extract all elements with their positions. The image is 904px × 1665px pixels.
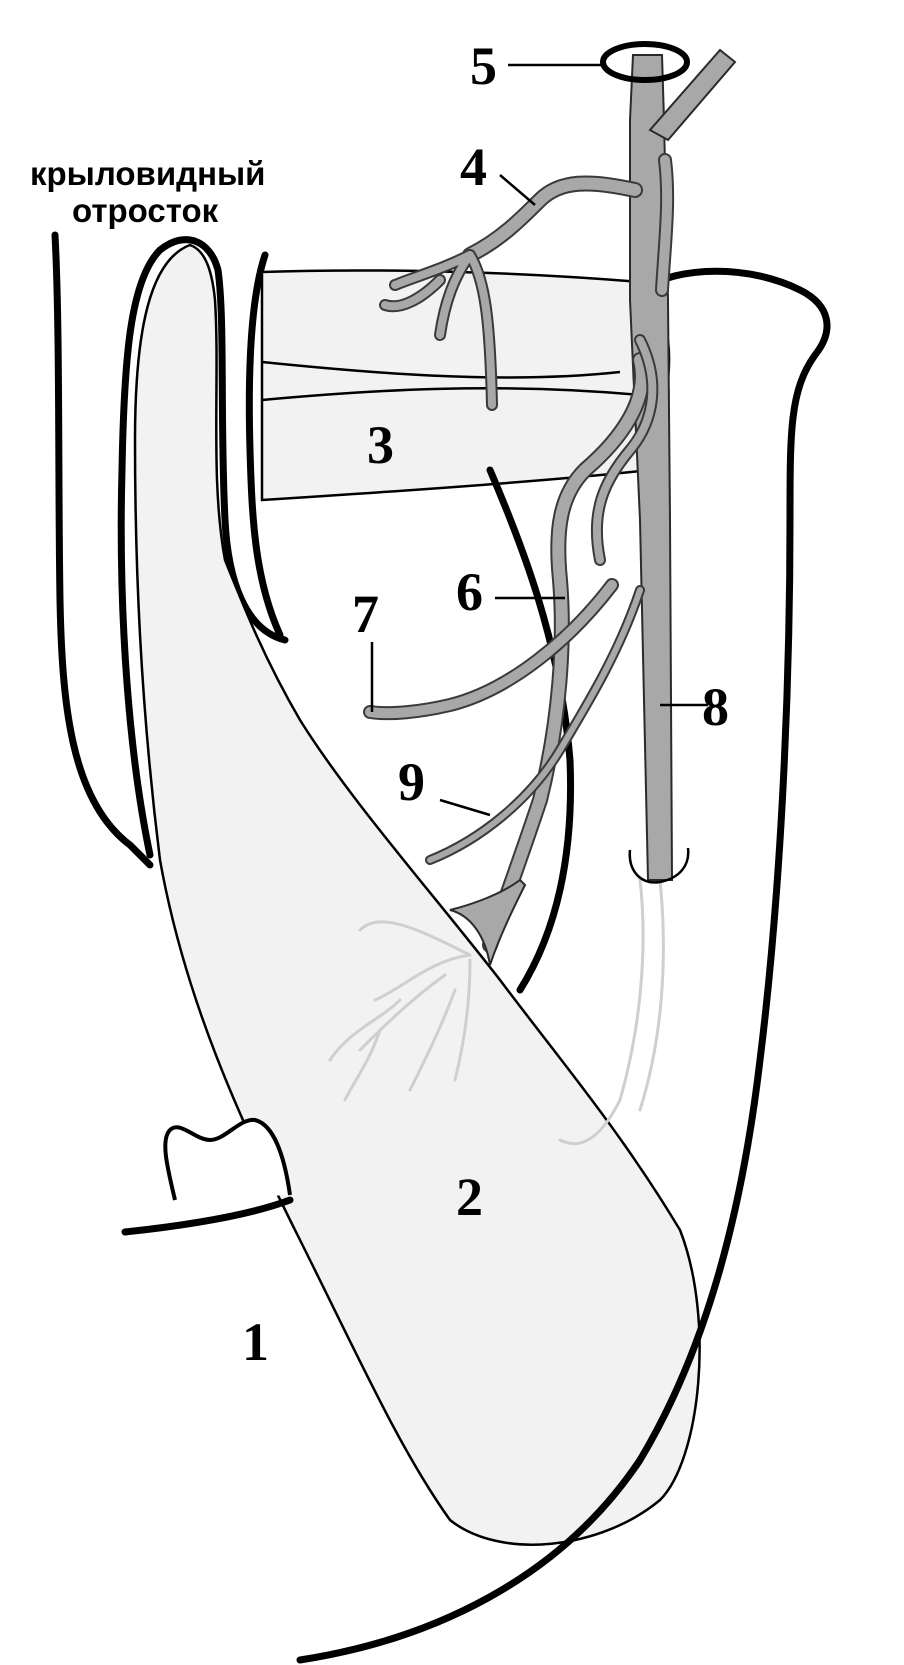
nerve-branch-7-core	[365, 580, 617, 719]
inferior-alveolar-nerve-lower	[558, 878, 645, 1146]
leader-4	[499, 174, 536, 206]
gum-line	[121, 1196, 294, 1236]
pterygoid-inner-plate	[245, 251, 284, 639]
mandible-ramus-outline	[296, 267, 831, 1664]
nerve-branch-4-fork-core	[381, 251, 496, 409]
leader-9	[439, 798, 491, 817]
nerve-end-arrow	[628, 847, 690, 884]
tooth-outline	[163, 1117, 292, 1201]
lateral-pterygoid-division	[261, 360, 621, 379]
nerve-branch-upper-right	[648, 48, 737, 142]
lingual-nerve-spread	[449, 878, 527, 966]
mandible-inner-contour	[486, 466, 575, 994]
lateral-pterygoid-division-2	[261, 387, 641, 402]
nerve-branch-4-stem-core	[464, 177, 641, 261]
nerve-parallel-strand-core	[657, 155, 673, 295]
label-2: 2	[456, 1167, 483, 1227]
faint-nerve-branches	[328, 920, 472, 1102]
inferior-alveolar-nerve-lower-2	[638, 878, 665, 1112]
nerve-branch-9-core	[427, 587, 643, 863]
label-9: 9	[398, 752, 425, 812]
medial-pterygoid-muscle	[133, 243, 701, 1546]
label-8: 8	[702, 677, 729, 737]
foramen-ovale-ring	[600, 41, 690, 83]
label-5: 5	[470, 36, 497, 96]
lateral-pterygoid-muscle	[260, 269, 671, 502]
pterygoid-process-outline	[51, 231, 289, 869]
caption-line-2: отросток	[72, 192, 219, 229]
caption-line-1: крыловидный	[30, 155, 265, 192]
label-7: 7	[352, 584, 379, 644]
nerve-crossing-strand-core	[592, 336, 657, 564]
label-4: 4	[460, 137, 487, 197]
label-6: 6	[456, 562, 483, 622]
label-1: 1	[242, 1312, 269, 1372]
label-3: 3	[367, 415, 394, 475]
